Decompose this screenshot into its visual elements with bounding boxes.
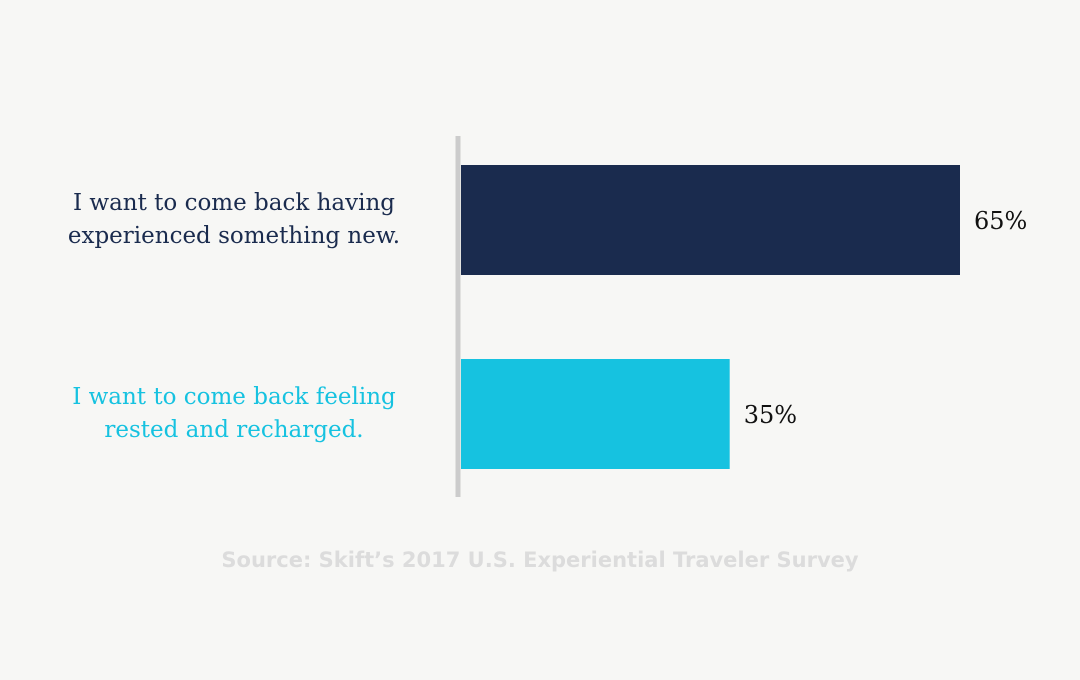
bar-2: [461, 359, 730, 469]
category-label-line: I want to come back having: [73, 190, 395, 216]
category-label-1: I want to come back having experienced so…: [20, 187, 448, 253]
category-label-2: I want to come back feeling rested and re…: [20, 381, 448, 447]
value-labels-layer: 65% 35%: [744, 207, 1028, 429]
bars-layer: [461, 165, 960, 469]
bar-1: [461, 165, 960, 275]
category-label-line: rested and recharged.: [104, 417, 364, 443]
category-label-line: I want to come back feeling: [72, 384, 396, 410]
source-note: Source: Skift’s 2017 U.S. Experiential T…: [221, 548, 859, 572]
value-label-1: 65%: [974, 207, 1027, 235]
value-label-2: 35%: [744, 401, 797, 429]
category-label-line: experienced something new.: [67, 223, 401, 249]
